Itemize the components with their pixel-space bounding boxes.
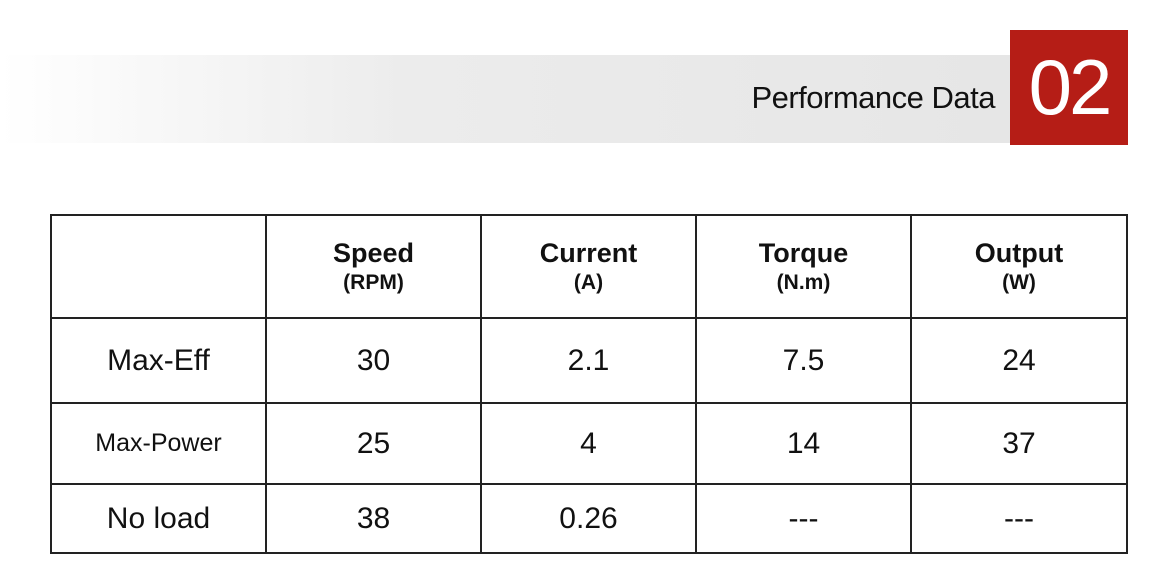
table-row: Max-Eff 30 2.1 7.5 24: [50, 317, 1128, 404]
table-cell: 37: [910, 402, 1128, 485]
column-name: Speed: [332, 237, 415, 268]
table-cell: 24: [910, 317, 1128, 404]
table-cell: 7.5: [695, 317, 912, 404]
header-title: Performance Data: [751, 80, 995, 115]
row-label: Max-Power: [50, 402, 267, 485]
row-label: No load: [50, 483, 267, 554]
corner-cell: [50, 214, 267, 319]
section-number: 02: [1010, 30, 1128, 145]
column-name: Current: [539, 237, 638, 268]
table-cell: 2.1: [480, 317, 697, 404]
column-name: Torque: [758, 237, 849, 268]
column-header: Speed (RPM): [265, 214, 482, 319]
table-row: No load 38 0.26 --- ---: [50, 483, 1128, 554]
column-header: Current (A): [480, 214, 697, 319]
column-unit: (W): [1002, 271, 1036, 295]
performance-table: Speed (RPM) Current (A) Torque (N.m) Output (W)…: [50, 214, 1128, 554]
table-cell: 38: [265, 483, 482, 554]
column-header: Output (W): [910, 214, 1128, 319]
column-unit: (N.m): [776, 271, 831, 295]
table-row: Max-Power 25 4 14 37: [50, 402, 1128, 485]
table-cell: 25: [265, 402, 482, 485]
column-name: Output: [974, 237, 1064, 268]
table-cell: ---: [910, 483, 1128, 554]
table-cell: ---: [695, 483, 912, 554]
column-header: Torque (N.m): [695, 214, 912, 319]
table-cell: 30: [265, 317, 482, 404]
column-unit: (RPM): [343, 271, 404, 295]
header-row: Speed (RPM) Current (A) Torque (N.m) Output (W): [50, 214, 1128, 319]
table-cell: 14: [695, 402, 912, 485]
table-cell: 4: [480, 402, 697, 485]
table-cell: 0.26: [480, 483, 697, 554]
column-unit: (A): [573, 271, 604, 295]
row-label: Max-Eff: [50, 317, 267, 404]
header-band: [0, 55, 1012, 143]
